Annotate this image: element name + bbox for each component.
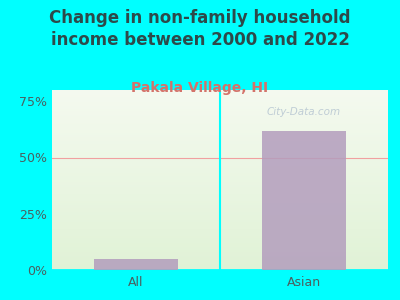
Text: Pakala Village, HI: Pakala Village, HI (132, 81, 268, 95)
Bar (262, 130, 346, 270)
Text: City-Data.com: City-Data.com (267, 106, 341, 117)
Bar (94, 259, 178, 270)
Text: Change in non-family household
income between 2000 and 2022: Change in non-family household income be… (49, 9, 351, 49)
